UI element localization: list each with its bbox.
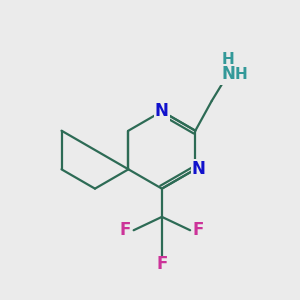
Text: N: N bbox=[221, 65, 235, 83]
Text: H: H bbox=[235, 67, 248, 82]
Text: N: N bbox=[192, 160, 206, 178]
Text: H: H bbox=[222, 52, 234, 68]
Text: F: F bbox=[156, 255, 168, 273]
Text: F: F bbox=[120, 221, 131, 239]
Text: N: N bbox=[155, 102, 169, 120]
Text: F: F bbox=[193, 221, 204, 239]
